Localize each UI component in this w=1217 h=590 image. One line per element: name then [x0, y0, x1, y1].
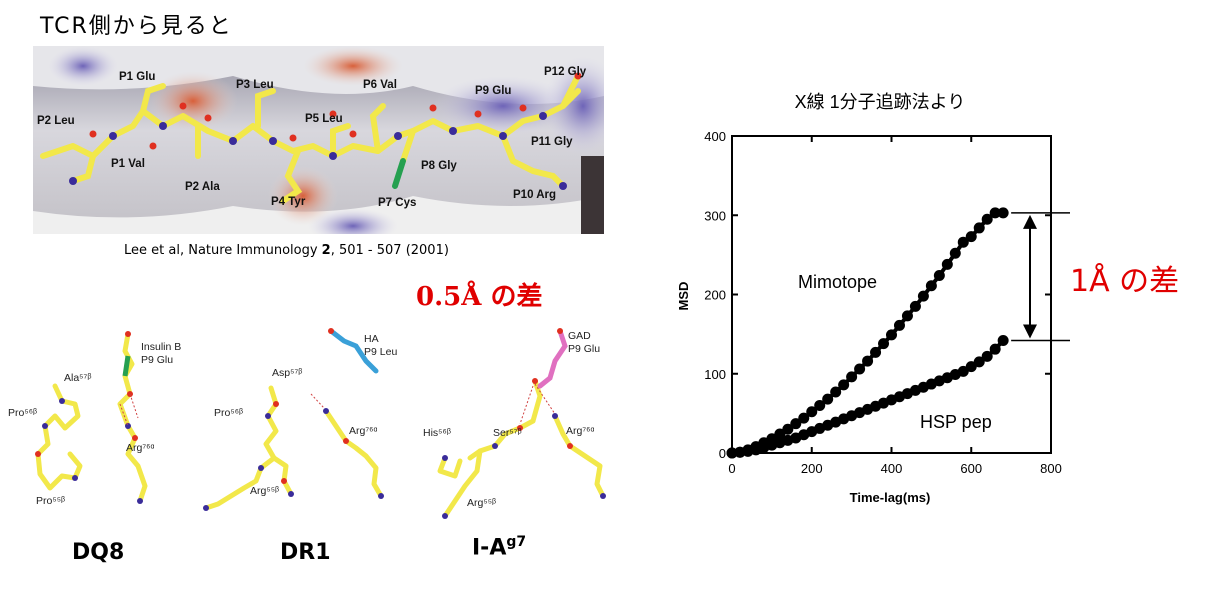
x-tick-label: 200: [801, 461, 823, 476]
data-point: [798, 412, 810, 424]
structure-label: Pro⁵⁶ᵝ: [8, 407, 37, 419]
structure-label: Ala⁵⁷ᵝ: [64, 372, 91, 384]
data-point: [862, 355, 874, 367]
residue-label: P12 Gly: [544, 66, 587, 78]
series-label-mimotope: Mimotope: [798, 272, 877, 292]
msd-chart: X線 1分子追跡法より 0 200 400 600 800 0 100 200 300 400 M…: [676, 92, 1070, 505]
data-point: [734, 446, 746, 458]
structure-dr1: HA P9 Leu Asp⁵⁷ᵝ Pro⁵⁶ᵝ Arg⁷⁶ᵅ Arg⁵⁵ᵝ: [203, 328, 397, 511]
y-axis-label: MSD: [676, 282, 691, 311]
data-point: [973, 356, 985, 368]
residue-label: P1 Glu: [119, 71, 155, 83]
data-point: [965, 361, 977, 373]
data-point: [846, 371, 858, 383]
data-point: [838, 379, 850, 391]
data-point: [973, 222, 985, 234]
y-tick-label: 200: [704, 288, 726, 303]
data-point: [806, 406, 818, 418]
structure-dq8: Insulin B P9 Glu Ala⁵⁷ᵝ Pro⁵⁶ᵝ Arg⁷⁶ᵅ Pr…: [8, 331, 181, 507]
data-point: [989, 207, 1001, 219]
residue-label: P8 Gly: [421, 160, 457, 172]
data-point: [893, 319, 905, 331]
residue-label: P4 Tyr: [271, 196, 306, 208]
data-point: [814, 399, 826, 411]
difference-annotation-1: 1Å の差: [1070, 264, 1180, 299]
structure-name-dr1: DR1: [280, 540, 331, 565]
residue-label: P6 Val: [363, 79, 397, 91]
y-tick-label: 0: [719, 446, 726, 461]
structure-label: GAD: [568, 330, 591, 342]
structure-label: Arg⁷⁶ᵅ: [349, 425, 377, 437]
structure-label: Arg⁷⁶ᵅ: [566, 425, 594, 437]
residue-label: P7 Cys: [378, 197, 416, 209]
structure-label: P9 Leu: [364, 346, 397, 358]
data-point: [790, 418, 802, 430]
arrow-down-icon: [1023, 324, 1037, 339]
data-point: [822, 393, 834, 405]
structure-label: Pro⁵⁵ᵝ: [36, 495, 65, 507]
residue-label: P9 Glu: [475, 85, 511, 97]
x-tick-label: 800: [1040, 461, 1062, 476]
citation: Lee et al, Nature Immunology 2, 501 - 50…: [124, 243, 449, 258]
structure-label: Arg⁵⁵ᵝ: [467, 497, 496, 509]
data-point: [870, 346, 882, 358]
data-point: [909, 300, 921, 312]
residue-label: P5 Leu: [305, 113, 343, 125]
structure-iag7: GAD P9 Glu His⁵⁶ᵝ Ser⁵⁷ᵝ Arg⁷⁶ᵅ Arg⁵⁵ᵝ: [423, 328, 606, 519]
page-title: TCR側から見ると: [40, 14, 233, 39]
residue-label: P11 Gly: [531, 136, 573, 148]
data-point: [957, 236, 969, 248]
structure-label: Insulin B: [141, 341, 181, 353]
x-tick-label: 400: [881, 461, 903, 476]
data-point: [997, 207, 1009, 219]
structure-label: P9 Glu: [568, 343, 600, 355]
data-point: [726, 447, 738, 459]
arrow-up-icon: [1023, 214, 1037, 229]
residue-label: P10 Arg: [513, 189, 556, 201]
structure-label: Ser⁵⁷ᵝ: [493, 427, 522, 439]
structure-label: Arg⁵⁵ᵝ: [250, 485, 279, 497]
data-point: [925, 280, 937, 292]
x-axis-label: Time-lag(ms): [850, 490, 931, 505]
residue-label: P2 Ala: [185, 181, 220, 193]
x-tick-label: 0: [728, 461, 735, 476]
data-point: [981, 350, 993, 362]
data-point: [997, 334, 1009, 346]
data-point: [782, 423, 794, 435]
data-point: [878, 338, 890, 350]
data-point: [941, 258, 953, 270]
data-point: [854, 363, 866, 375]
data-point: [886, 329, 897, 341]
data-point: [901, 310, 913, 322]
structure-label: His⁵⁶ᵝ: [423, 427, 451, 439]
data-point: [774, 428, 786, 440]
data-point: [981, 213, 993, 225]
difference-annotation-05: 0.5Å の差: [416, 282, 543, 312]
x-tick-label: 600: [960, 461, 982, 476]
series-label-hsp: HSP pep: [920, 412, 992, 432]
structure-label: P9 Glu: [141, 354, 173, 366]
data-point: [933, 269, 945, 281]
data-point: [949, 247, 961, 259]
residue-label: P3 Leu: [236, 79, 274, 91]
y-tick-label: 300: [704, 208, 726, 223]
data-point: [917, 290, 929, 302]
peptide-surface-figure: P1 Glu P2 Leu P1 Val P2 Ala P3 Leu P4 Ty…: [33, 46, 604, 234]
y-tick-label: 400: [704, 129, 726, 144]
residue-label: P1 Val: [111, 158, 145, 170]
structure-name-dq8: DQ8: [72, 540, 125, 565]
structure-label: Asp⁵⁷ᵝ: [272, 367, 302, 379]
structure-name-iag7: I-Ag7: [472, 534, 527, 561]
structure-label: Arg⁷⁶ᵅ: [126, 442, 154, 454]
data-point: [965, 231, 977, 243]
structure-label: HA: [364, 333, 379, 345]
data-point: [830, 386, 842, 398]
data-point: [957, 365, 969, 377]
structure-label: Pro⁵⁶ᵝ: [214, 407, 243, 419]
plot-frame: [731, 135, 1052, 454]
chart-title: X線 1分子追跡法より: [795, 92, 966, 112]
y-tick-label: 100: [704, 367, 726, 382]
data-point: [989, 343, 1001, 355]
residue-label: P2 Leu: [37, 115, 75, 127]
